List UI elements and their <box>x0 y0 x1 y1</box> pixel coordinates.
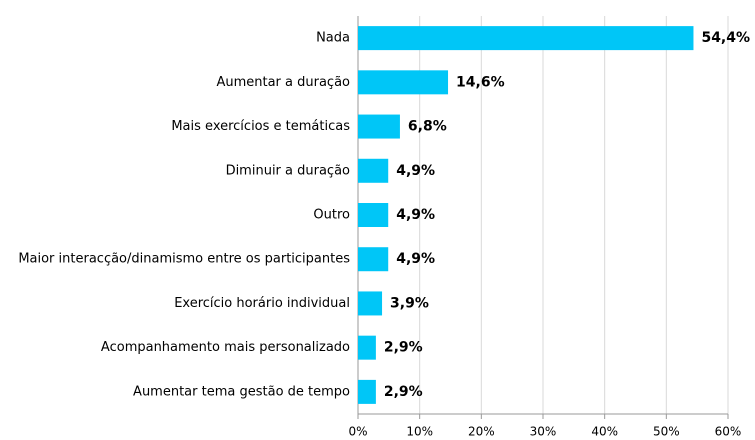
bar <box>358 335 376 360</box>
x-tick-label: 0% <box>348 425 367 439</box>
y-tick-label: Exercício horário individual <box>174 296 350 311</box>
value-label: 4,9% <box>396 207 435 223</box>
bar <box>358 158 389 183</box>
x-tick-label: 60% <box>715 425 742 439</box>
y-tick-label: Aumentar tema gestão de tempo <box>133 384 350 399</box>
bar <box>358 291 383 316</box>
x-tick-label: 30% <box>530 425 557 439</box>
bar <box>358 247 389 272</box>
value-label: 2,9% <box>384 340 423 356</box>
y-tick-label: Outro <box>313 208 350 223</box>
bar <box>358 70 449 95</box>
value-label: 54,4% <box>701 30 750 46</box>
value-label: 14,6% <box>456 74 505 90</box>
x-tick-label: 40% <box>591 425 618 439</box>
y-tick-label: Acompanhamento mais personalizado <box>101 340 350 355</box>
y-tick-label: Aumentar a duração <box>216 75 350 90</box>
value-label: 3,9% <box>390 295 429 311</box>
value-label: 4,9% <box>396 163 435 179</box>
y-tick-label: Nada <box>316 31 350 46</box>
y-tick-label: Maior interacção/dinamismo entre os part… <box>18 252 350 267</box>
value-label: 6,8% <box>408 119 447 135</box>
bar <box>358 26 694 51</box>
y-tick-label: Mais exercícios e temáticas <box>171 119 350 134</box>
bar <box>358 203 389 227</box>
x-tick-label: 20% <box>468 425 495 439</box>
y-tick-label: Diminuir a duração <box>226 163 350 178</box>
x-tick-label: 50% <box>653 425 680 439</box>
x-tick-label: 10% <box>406 425 433 439</box>
value-label: 4,9% <box>396 251 435 267</box>
value-label: 2,9% <box>384 384 423 400</box>
bar <box>358 114 400 139</box>
bar <box>358 379 376 404</box>
